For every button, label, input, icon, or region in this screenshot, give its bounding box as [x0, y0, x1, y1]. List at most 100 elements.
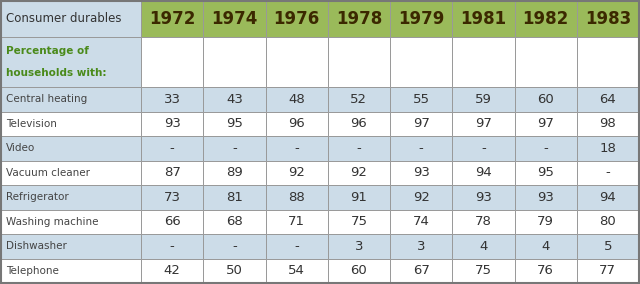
Bar [577, 210, 639, 234]
Bar [204, 1, 266, 37]
Text: 59: 59 [475, 93, 492, 106]
Text: -: - [170, 142, 175, 155]
Text: 94: 94 [600, 191, 616, 204]
Bar [266, 160, 328, 185]
Bar [452, 37, 515, 87]
Bar [390, 112, 452, 136]
Bar [515, 87, 577, 112]
Text: 1982: 1982 [522, 10, 569, 28]
Text: 93: 93 [537, 191, 554, 204]
Bar [452, 258, 515, 283]
Bar [515, 185, 577, 210]
Text: 54: 54 [288, 264, 305, 277]
Bar [266, 185, 328, 210]
Text: -: - [294, 142, 299, 155]
Bar [141, 87, 204, 112]
Bar [204, 234, 266, 258]
Bar [515, 1, 577, 37]
Text: 75: 75 [350, 215, 367, 228]
Text: Dishwasher: Dishwasher [6, 241, 67, 251]
Text: 1979: 1979 [398, 10, 444, 28]
Text: 91: 91 [351, 191, 367, 204]
Text: 93: 93 [475, 191, 492, 204]
Bar [204, 112, 266, 136]
Bar [1, 87, 141, 112]
Bar [515, 136, 577, 160]
Text: 33: 33 [164, 93, 180, 106]
Text: Vacuum cleaner: Vacuum cleaner [6, 168, 90, 178]
Text: 97: 97 [537, 117, 554, 130]
Bar [1, 136, 141, 160]
Text: 1983: 1983 [585, 10, 631, 28]
Text: 79: 79 [537, 215, 554, 228]
Text: 92: 92 [288, 166, 305, 179]
Bar [266, 112, 328, 136]
Bar [515, 37, 577, 87]
Text: 68: 68 [226, 215, 243, 228]
Bar [1, 210, 141, 234]
Text: 73: 73 [164, 191, 180, 204]
Bar [452, 112, 515, 136]
Bar [266, 234, 328, 258]
Text: 95: 95 [537, 166, 554, 179]
Bar [452, 160, 515, 185]
Bar [328, 112, 390, 136]
Bar [1, 160, 141, 185]
Text: 96: 96 [351, 117, 367, 130]
Text: -: - [170, 240, 175, 253]
Text: 64: 64 [600, 93, 616, 106]
Bar [1, 258, 141, 283]
Bar [577, 1, 639, 37]
Bar [515, 258, 577, 283]
Text: 4: 4 [541, 240, 550, 253]
Text: 1981: 1981 [460, 10, 506, 28]
Text: 75: 75 [475, 264, 492, 277]
Text: 71: 71 [288, 215, 305, 228]
Text: 74: 74 [413, 215, 429, 228]
Bar [390, 258, 452, 283]
Text: 76: 76 [537, 264, 554, 277]
Bar [515, 210, 577, 234]
Bar [577, 37, 639, 87]
Bar [141, 1, 204, 37]
Text: Washing machine: Washing machine [6, 217, 99, 227]
Text: 18: 18 [600, 142, 616, 155]
Text: 1976: 1976 [273, 10, 320, 28]
Text: 78: 78 [475, 215, 492, 228]
Text: 67: 67 [413, 264, 429, 277]
Bar [1, 185, 141, 210]
Bar [577, 112, 639, 136]
Bar [577, 258, 639, 283]
Text: Consumer durables: Consumer durables [6, 12, 122, 26]
Text: -: - [605, 166, 611, 179]
Bar [328, 87, 390, 112]
Bar [204, 210, 266, 234]
Text: 42: 42 [164, 264, 180, 277]
Text: Television: Television [6, 119, 57, 129]
Bar [141, 210, 204, 234]
Text: 98: 98 [600, 117, 616, 130]
Text: 93: 93 [413, 166, 429, 179]
Bar [515, 160, 577, 185]
Bar [141, 136, 204, 160]
Bar [141, 185, 204, 210]
Text: 55: 55 [413, 93, 429, 106]
Text: 92: 92 [413, 191, 429, 204]
Bar [452, 1, 515, 37]
Text: 80: 80 [600, 215, 616, 228]
Bar [266, 87, 328, 112]
Bar [266, 136, 328, 160]
Text: 66: 66 [164, 215, 180, 228]
Text: 5: 5 [604, 240, 612, 253]
Text: 43: 43 [226, 93, 243, 106]
Text: -: - [419, 142, 424, 155]
Bar [328, 234, 390, 258]
Bar [204, 136, 266, 160]
Bar [577, 87, 639, 112]
Bar [266, 1, 328, 37]
Bar [141, 234, 204, 258]
Text: 60: 60 [537, 93, 554, 106]
Text: 3: 3 [417, 240, 426, 253]
Text: 96: 96 [288, 117, 305, 130]
Bar [204, 185, 266, 210]
